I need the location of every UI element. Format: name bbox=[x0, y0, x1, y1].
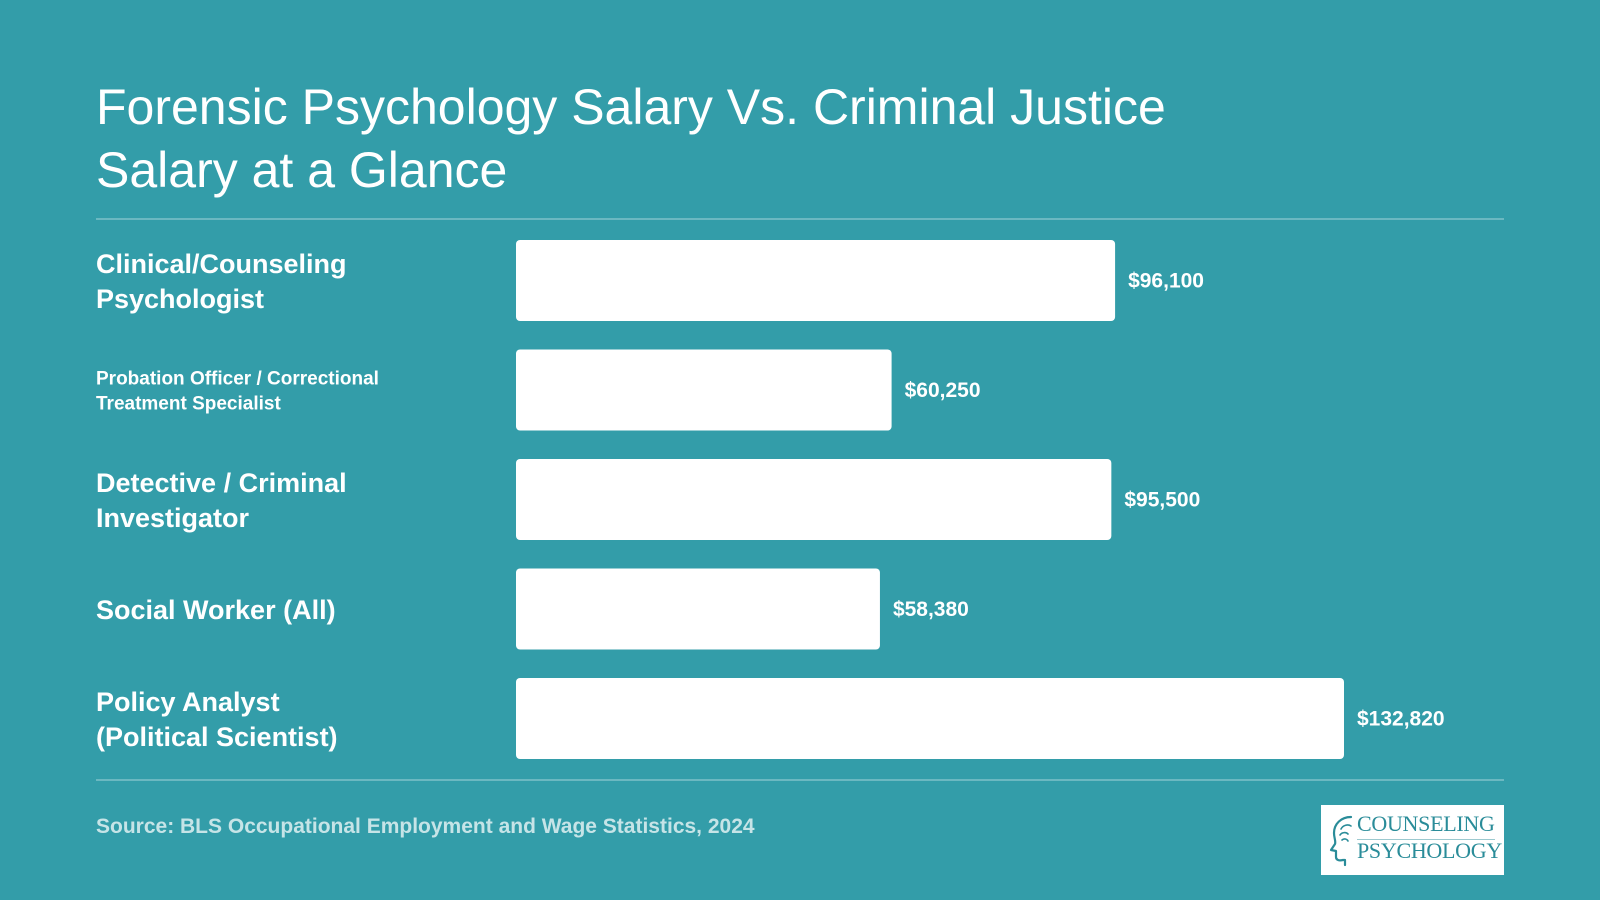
value-label-0: $96,100 bbox=[1128, 270, 1204, 293]
value-label-3: $58,380 bbox=[893, 598, 969, 621]
brand-logo: COUNSELING PSYCHOLOGY bbox=[1321, 805, 1504, 875]
bar-1 bbox=[516, 349, 892, 431]
bar-3 bbox=[516, 568, 880, 650]
value-label-1: $60,250 bbox=[905, 379, 981, 402]
chart-title: Forensic Psychology Salary Vs. Criminal … bbox=[96, 79, 1166, 198]
logo-divider bbox=[1357, 839, 1495, 840]
value-label-2: $95,500 bbox=[1124, 489, 1200, 512]
source-note: Source: BLS Occupational Employment and … bbox=[96, 815, 755, 838]
category-label-3: Social Worker (All) bbox=[96, 595, 336, 625]
head-profile-icon bbox=[1329, 815, 1353, 867]
bar-2 bbox=[516, 459, 1112, 540]
bar-4 bbox=[516, 678, 1344, 759]
category-label-0: Clinical/Counseling Psychologist bbox=[96, 249, 347, 314]
logo-text-counseling: COUNSELING bbox=[1357, 811, 1495, 836]
logo-text-psychology: PSYCHOLOGY bbox=[1357, 838, 1502, 863]
bottom-divider bbox=[96, 779, 1504, 781]
value-label-4: $132,820 bbox=[1357, 708, 1445, 731]
category-label-4: Policy Analyst (Political Scientist) bbox=[96, 687, 338, 752]
category-label-1: Probation Officer / Correctional Treatmen… bbox=[96, 369, 379, 415]
category-label-2: Detective / Criminal Investigator bbox=[96, 468, 347, 533]
top-divider bbox=[96, 218, 1504, 220]
bar-0 bbox=[516, 240, 1116, 321]
